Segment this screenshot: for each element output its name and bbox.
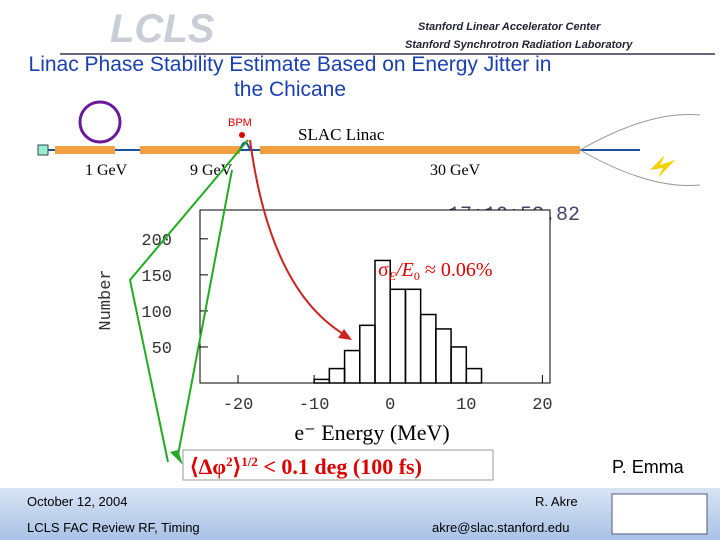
sym: < 0.1 deg (100 fs) [258, 454, 422, 479]
sym: ≈ 0.06% [420, 259, 493, 281]
sym: 0 [414, 269, 420, 283]
sym: 1/2 [241, 454, 258, 469]
footer-email: akre@slac.stanford.edu [432, 520, 570, 535]
x-tick-label: -10 [299, 396, 330, 415]
title: Linac Phase Stability Estimate Based on … [28, 53, 552, 101]
undulator-flash [650, 155, 675, 178]
sym: ⟨Δφ [190, 454, 226, 479]
sym: /E [395, 259, 414, 281]
x-tick-label: 10 [456, 396, 476, 415]
energy-label: 30 GeV [430, 162, 481, 179]
energy-spread: σE/E0 ≈ 0.06% [378, 259, 493, 283]
phase-jitter: ⟨Δφ2⟩1/2 < 0.1 deg (100 fs) [190, 454, 422, 479]
x-tick-label: 0 [385, 396, 395, 415]
arrow [128, 139, 249, 463]
y-axis-label: Number [97, 269, 116, 330]
energy-label: 1 GeV [85, 162, 128, 179]
footer-presenter: R. Akre [535, 494, 578, 509]
org: Stanford Linear Accelerator Center [418, 21, 601, 33]
footer-logo [611, 493, 708, 535]
org: Stanford Synchrotron Radiation Laborator… [405, 39, 633, 51]
linac-section [140, 146, 240, 154]
bar [450, 346, 468, 384]
author: P. Emma [612, 457, 685, 477]
sym: E [388, 269, 397, 283]
logo: LCLS [110, 7, 215, 51]
arrowhead [170, 450, 183, 465]
linac-section [260, 146, 580, 154]
footer-event: LCLS FAC Review RF, Timing [27, 520, 200, 535]
linac-section [55, 146, 115, 154]
energy-label: 9 GeV [190, 162, 233, 179]
arrow [249, 139, 346, 336]
x-axis-label: e⁻ Energy (MeV) [294, 420, 449, 445]
arrow [177, 169, 233, 456]
linac-label: SLAC Linac [298, 125, 385, 144]
y-tick-label: 50 [152, 340, 172, 359]
x-tick-label: -20 [223, 396, 254, 415]
sym: ⟩ [233, 454, 242, 479]
gun [37, 144, 49, 156]
title-box: Linac Phase Stability Estimate Based on … [28, 53, 552, 101]
y-tick-label: 150 [141, 268, 172, 287]
bpm-label: BPM [228, 117, 252, 129]
bpm-marker [239, 132, 245, 138]
footer-date: October 12, 2004 [27, 494, 127, 509]
x-tick-label: 20 [532, 396, 552, 415]
histogram: -20 -10 0 10 20 50 100 150 200 Number e⁻ Energy (M… [97, 209, 553, 445]
sym: σ [378, 259, 389, 281]
bar [465, 367, 483, 384]
ring [78, 100, 122, 144]
y-tick-label: 200 [141, 232, 172, 251]
transfer-line [579, 113, 701, 187]
y-tick-label: 100 [141, 304, 172, 323]
arrowhead [338, 329, 352, 340]
sym: 2 [226, 454, 233, 469]
footer-band [0, 488, 720, 540]
